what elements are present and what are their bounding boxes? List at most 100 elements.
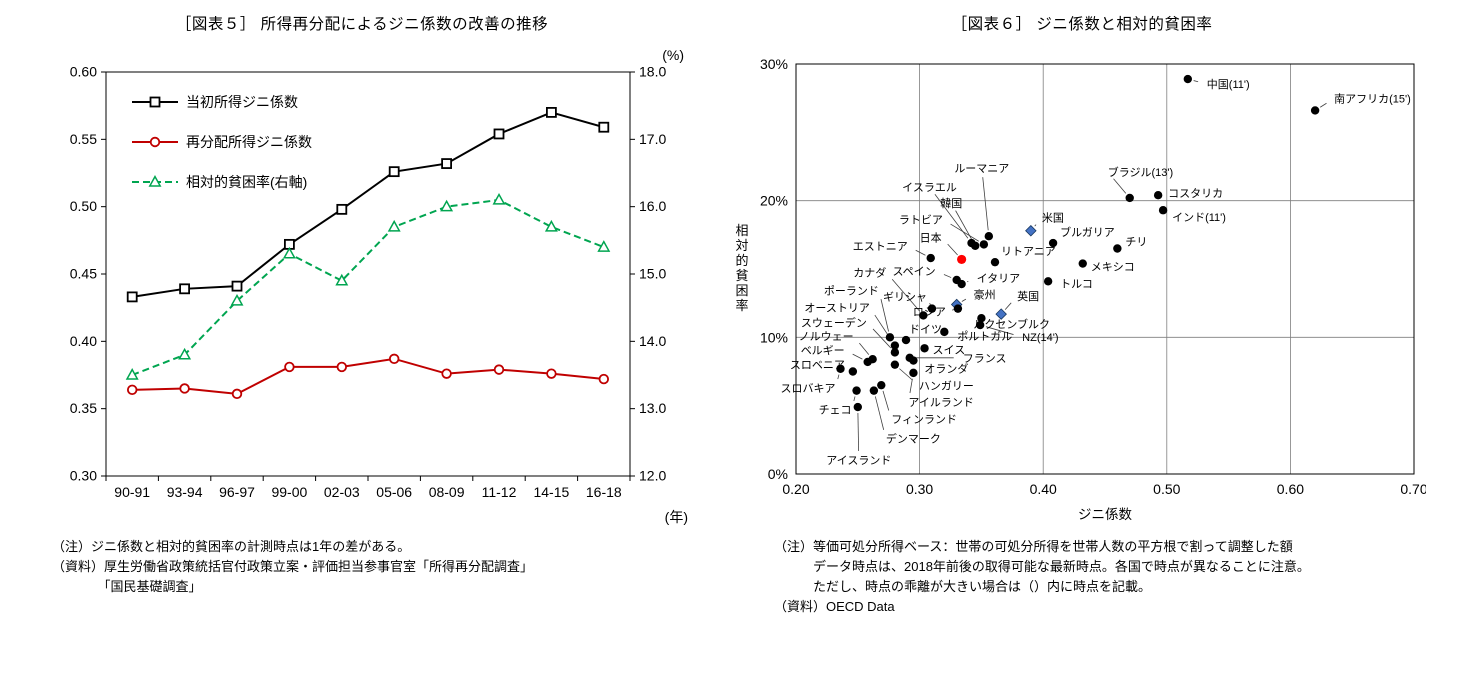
marker-square [441,158,453,169]
country-label: ハンガリー [919,380,974,393]
x-axis-tick-label: 14-15 [533,484,569,500]
scatter-point [890,360,900,369]
scatter-point [836,364,845,373]
scatter-point [926,253,935,263]
series-line [132,357,604,395]
scatter-point [1125,193,1134,203]
scatter-point [863,357,872,367]
country-label: 米国 [1042,212,1064,225]
leader-line [982,177,989,231]
scatter-point [1113,244,1122,253]
leader-line [947,243,958,256]
country-label: ポーランド [824,284,879,297]
leader-line [899,368,913,381]
scatter-point-diamond [1025,224,1037,237]
marker-square [546,107,557,118]
scatter-point [957,279,966,289]
country-label: アイスランド [826,455,891,467]
leader-line [1319,102,1327,108]
country-label: 豪州 [974,288,996,302]
marker-triangle [125,368,139,380]
x-axis-tick-label: 16-18 [586,484,622,500]
scatter-point [901,335,911,345]
leader-line [985,326,1014,335]
scatter-point [971,241,980,250]
scatter-point [1048,238,1058,248]
figure6-note-line: （資料）OECD Data [774,599,895,615]
marker-square [493,128,505,140]
figure6-notes: （注）等価可処分所得ベース：世帯の可処分所得を世帯人数の平方根で割って調整した額… [726,537,1438,618]
scatter-point [853,402,862,412]
right-axis-tick-label: 15.0 [639,266,666,282]
marker-circle [441,368,452,379]
marker-circle [336,361,348,373]
marker-square [149,96,161,108]
country-label: ギリシャ [883,291,927,304]
x-axis-unit-label: (年) [665,509,688,525]
x-axis-tick-label: 93-94 [167,484,203,500]
country-label: イタリア [977,272,1021,285]
y-axis-tick-label: 30% [760,56,788,72]
country-label: フィンランド [891,414,957,426]
scatter-point [1183,74,1193,84]
scatter-point [1043,277,1053,286]
scatter-point [877,380,886,390]
x-axis-tick-label: 0.30 [906,481,933,497]
leader-line [909,378,913,394]
leader-line [859,342,870,355]
marker-square [179,283,191,295]
figure5-note-line: （注）ジニ係数と相対的貧困率の計測時点は1年の差がある。 [52,539,411,554]
country-label: 中国(11') [1207,78,1250,91]
marker-circle [231,388,243,400]
country-label: スペイン [892,266,935,278]
legend-label: 相対的貧困率(右軸) [186,174,307,190]
leader-line [852,353,863,360]
marker-triangle [230,293,244,306]
scatter-point [990,257,1000,267]
country-label: オランダ [924,362,968,376]
country-label: ドイツ [909,324,942,336]
country-label: トルコ [1060,278,1093,290]
left-axis-tick-label: 0.50 [70,198,97,214]
country-label: チェコ [819,404,852,417]
leader-line [929,302,931,306]
country-label: イスラエル [902,182,957,194]
country-label: メキシコ [1091,262,1135,274]
left-axis-tick-label: 0.30 [70,468,97,484]
x-axis-tick-label: 99-00 [271,484,307,500]
marker-triangle [440,199,454,212]
leader-line [837,374,840,380]
scatter-point [984,232,994,241]
country-label: ベルギー [801,344,845,357]
marker-square [388,166,400,178]
figure5-note-line: （資料）厚生労働省政策統括官付政策立案・評価担当参事官室「所得再分配調査」 [52,559,534,575]
scatter-point [919,311,928,320]
marker-square [126,291,138,303]
figure6-note-line: （注）等価可処分所得ベース：世帯の可処分所得を世帯人数の平方根で割って調整した額 [774,539,1293,554]
scatter-point [920,344,929,353]
marker-square [231,280,243,292]
figure6: ［図表６］ ジニ係数と相対的貧困率 0.20 0.30 0.40 0.50 0.60 0.… [726,12,1438,688]
legend-label: 再分配所得ジニ係数 [186,134,312,150]
figure5: ［図表５］ 所得再分配によるジニ係数の改善の推移 0.30 0.35 0.40 0.4… [26,12,698,688]
leader-line [1193,80,1199,83]
x-axis-tick-label: 0.20 [782,481,809,497]
right-axis-tick-label: 18.0 [639,64,666,80]
scatter-point [940,327,949,337]
country-label: エストニア [853,241,908,253]
country-label: スロバキア [780,382,835,395]
marker-circle [493,364,505,375]
scatter-point [885,333,895,342]
figure5-title: ［図表５］ 所得再分配によるジニ係数の改善の推移 [175,16,549,33]
country-label: オーストリア [804,302,869,315]
legend-label: 当初所得ジニ係数 [186,94,298,110]
scatter-point [890,341,900,350]
y-axis-tick-label: 0% [768,466,788,482]
scatter-point [848,367,858,376]
y-axis-title-char: 困 [735,283,748,298]
country-label: 日本 [920,230,942,244]
marker-square [598,121,610,133]
series-line [131,198,605,376]
figure6-scatter-chart: 0.20 0.30 0.40 0.50 0.60 0.70 0% 10% 20% 30% ジニ係数 相… [735,56,1426,522]
leader-line [874,396,885,430]
